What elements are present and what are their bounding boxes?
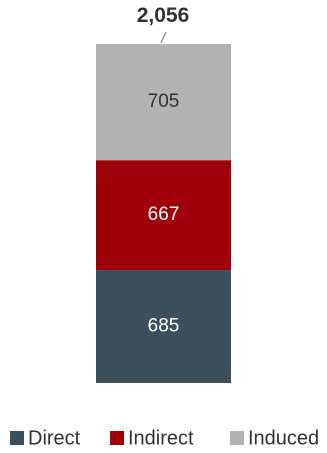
data-label-induced: 705 bbox=[148, 91, 180, 112]
total-label: 2,056 bbox=[137, 4, 190, 27]
bar-data-labels: 685 667 705 bbox=[148, 91, 180, 336]
data-label-direct: 685 bbox=[148, 316, 180, 337]
total-leader-line bbox=[160, 31, 167, 44]
legend-swatch-induced bbox=[230, 431, 244, 445]
legend-swatch-indirect bbox=[110, 431, 124, 445]
data-label-indirect: 667 bbox=[148, 204, 180, 225]
legend-label-indirect: Indirect bbox=[128, 427, 194, 449]
legend-label-induced: Induced bbox=[248, 427, 319, 449]
bar-segment-induced bbox=[96, 44, 231, 161]
legend-label-direct: Direct bbox=[28, 427, 81, 449]
legend: Direct Indirect Induced bbox=[10, 427, 319, 449]
bar-stack bbox=[96, 44, 231, 383]
bar-segment-direct bbox=[96, 270, 231, 383]
bar-segment-indirect bbox=[96, 160, 231, 271]
legend-swatch-direct bbox=[10, 431, 24, 445]
